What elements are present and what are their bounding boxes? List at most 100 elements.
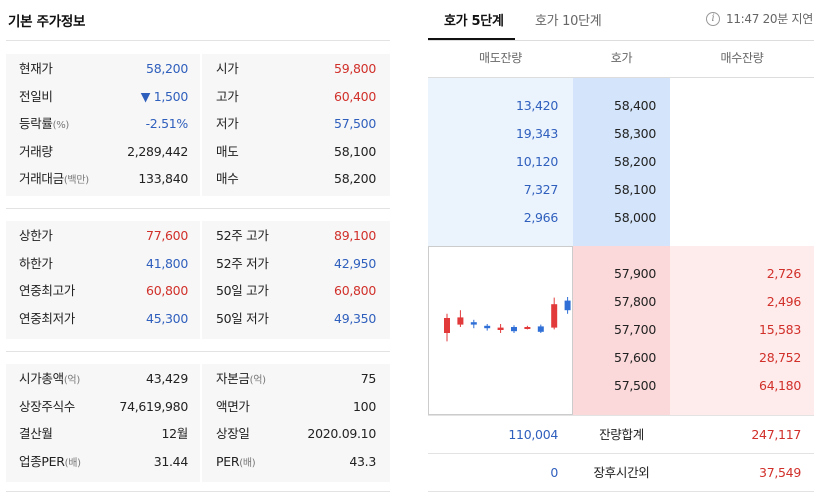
bid-price[interactable]: 57,800 xyxy=(614,294,656,309)
info-label-text: 50일 저가 xyxy=(216,310,269,326)
info-label: 고가 xyxy=(216,85,239,111)
info-label: 거래량 xyxy=(19,140,53,166)
candle-body xyxy=(457,317,464,325)
info-label-text: 거래량 xyxy=(19,143,53,159)
info-row: 하한가 41,800 52주 저가 42,950 xyxy=(6,252,390,276)
info-value: 100 xyxy=(353,398,376,414)
total-ask-volume: 110,004 xyxy=(508,427,558,442)
total-label: 잔량합계 xyxy=(599,427,644,442)
bid-price[interactable]: 57,500 xyxy=(614,378,656,393)
info-label-text: 저가 xyxy=(216,116,239,131)
candle-body xyxy=(524,327,531,329)
panel-title: 기본 주가정보 xyxy=(8,14,86,30)
info-value: 41,800 xyxy=(146,255,188,271)
info-row: 연중최저가 45,300 50일 저가 49,350 xyxy=(6,307,390,331)
info-value: 60,800 xyxy=(146,283,188,298)
bid-price[interactable]: 57,900 xyxy=(614,266,656,281)
active-tab-indicator xyxy=(428,38,515,40)
info-value: 133,840 xyxy=(138,171,188,186)
ask-price[interactable]: 58,100 xyxy=(614,182,656,197)
bid-volume: 2,726 xyxy=(766,266,802,281)
info-row: 상한가 77,600 52주 고가 89,100 xyxy=(6,224,390,248)
info-label-text: 현재가 xyxy=(19,61,53,76)
info-value: 60,800 xyxy=(334,283,376,298)
candle-body xyxy=(511,327,517,332)
info-row: 현재가 58,200 시가 59,800 xyxy=(6,57,390,81)
info-row: 전일비 ▼ 1,500 고가 60,400 xyxy=(6,85,390,109)
info-label: 매수 xyxy=(216,167,239,193)
candle-body xyxy=(497,327,504,330)
ask-price-area xyxy=(573,78,670,246)
info-row: 등락률(%) -2.51% 저가 57,500 xyxy=(6,112,390,136)
info-value: 58,200 xyxy=(146,61,188,76)
info-row: 상장주식수 74,619,980 액면가 100 xyxy=(6,395,390,419)
info-label: 전일비 xyxy=(19,85,53,111)
mini-candle-chart xyxy=(428,246,573,415)
info-label: 거래대금(백만) xyxy=(19,167,89,193)
info-label-text: 시가총액 xyxy=(19,371,64,386)
bid-price[interactable]: 57,600 xyxy=(614,350,656,365)
info-label-text: 연중최저가 xyxy=(19,310,76,326)
bid-volume: 28,752 xyxy=(759,350,801,365)
section-divider xyxy=(6,208,390,209)
info-label: 50일 저가 xyxy=(216,307,269,333)
info-label: 52주 고가 xyxy=(216,224,269,250)
info-value: 45,300 xyxy=(146,310,188,326)
candle-body xyxy=(444,318,450,333)
ask-volume: 7,327 xyxy=(523,182,559,197)
info-value: 2020.09.10 xyxy=(307,426,376,441)
info-label: 업종PER(배) xyxy=(19,450,81,476)
info-label: 매도 xyxy=(216,140,239,166)
range-section: 상한가 77,600 52주 고가 89,100 하한가 41,800 52주 저가 42,9… xyxy=(6,221,390,339)
info-label-text: 하한가 xyxy=(19,255,53,271)
bid-volume: 2,496 xyxy=(766,294,802,309)
info-label: 현재가 xyxy=(19,57,53,83)
info-value: -2.51% xyxy=(145,116,189,131)
bid-price-area xyxy=(573,246,670,415)
bid-price[interactable]: 57,700 xyxy=(614,322,656,337)
ask-price[interactable]: 58,200 xyxy=(614,154,656,169)
info-label: 상장주식수 xyxy=(19,395,75,421)
info-row: 결산월 12월 상장일 2020.09.10 xyxy=(6,422,390,446)
tab-orderbook-5[interactable]: 호가 5단계 xyxy=(444,14,504,29)
info-value: 31.44 xyxy=(153,453,189,469)
ask-price[interactable]: 58,300 xyxy=(614,126,656,141)
ask-price[interactable]: 58,400 xyxy=(614,98,656,113)
ask-volume-area xyxy=(428,78,573,246)
info-row: 거래대금(백만) 133,840 매수 58,200 xyxy=(6,167,390,191)
info-value: ▼ 1,500 xyxy=(140,88,189,104)
info-value: 60,400 xyxy=(334,88,376,104)
header-divider xyxy=(428,40,814,41)
info-label-unit: (백만) xyxy=(63,175,89,186)
info-label-text: 매도 xyxy=(216,143,239,159)
info-value: 43,429 xyxy=(146,371,188,386)
info-label: 자본금(억) xyxy=(216,367,266,393)
info-value: 58,200 xyxy=(334,171,376,186)
ask-volume: 13,420 xyxy=(516,98,558,113)
after-hours-label: 장후시간외 xyxy=(593,465,650,480)
section-divider xyxy=(6,491,390,492)
company-section: 시가총액(억) 43,429 자본금(억) 75 상장주식수 74,619,980 액면가 1… xyxy=(6,364,390,482)
info-row: 거래량 2,289,442 매도 58,100 xyxy=(6,140,390,164)
info-row: 시가총액(억) 43,429 자본금(억) 75 xyxy=(6,367,390,391)
info-label: 상장일 xyxy=(216,422,250,448)
candle-body xyxy=(470,322,477,325)
info-value: 2,289,442 xyxy=(127,143,188,159)
title-divider xyxy=(6,40,390,41)
tab-orderbook-10[interactable]: 호가 10단계 xyxy=(535,14,602,29)
info-label: 시가총액(억) xyxy=(19,367,80,393)
info-icon[interactable]: i xyxy=(705,11,720,26)
mini-candle-chart-svg xyxy=(444,297,571,342)
basic-stock-info-panel: 기본 주가정보 현재가 58,200 시가 59,800 전일비 ▼ 1,500 고가 60,… xyxy=(0,0,390,495)
info-label-text: 시가 xyxy=(216,61,239,76)
after-hours-divider xyxy=(428,453,814,454)
ask-volume: 2,966 xyxy=(523,210,559,225)
info-label-unit: (배) xyxy=(239,457,256,469)
col-header-ask-volume: 매도잔량 xyxy=(479,51,522,65)
info-label: 시가 xyxy=(216,57,239,83)
ask-price[interactable]: 58,000 xyxy=(614,210,656,225)
candle-body xyxy=(484,325,491,329)
ask-volume: 10,120 xyxy=(516,154,558,169)
delay-time-text: 11:47 20분 지연 xyxy=(725,12,813,26)
candle-body xyxy=(564,300,571,311)
